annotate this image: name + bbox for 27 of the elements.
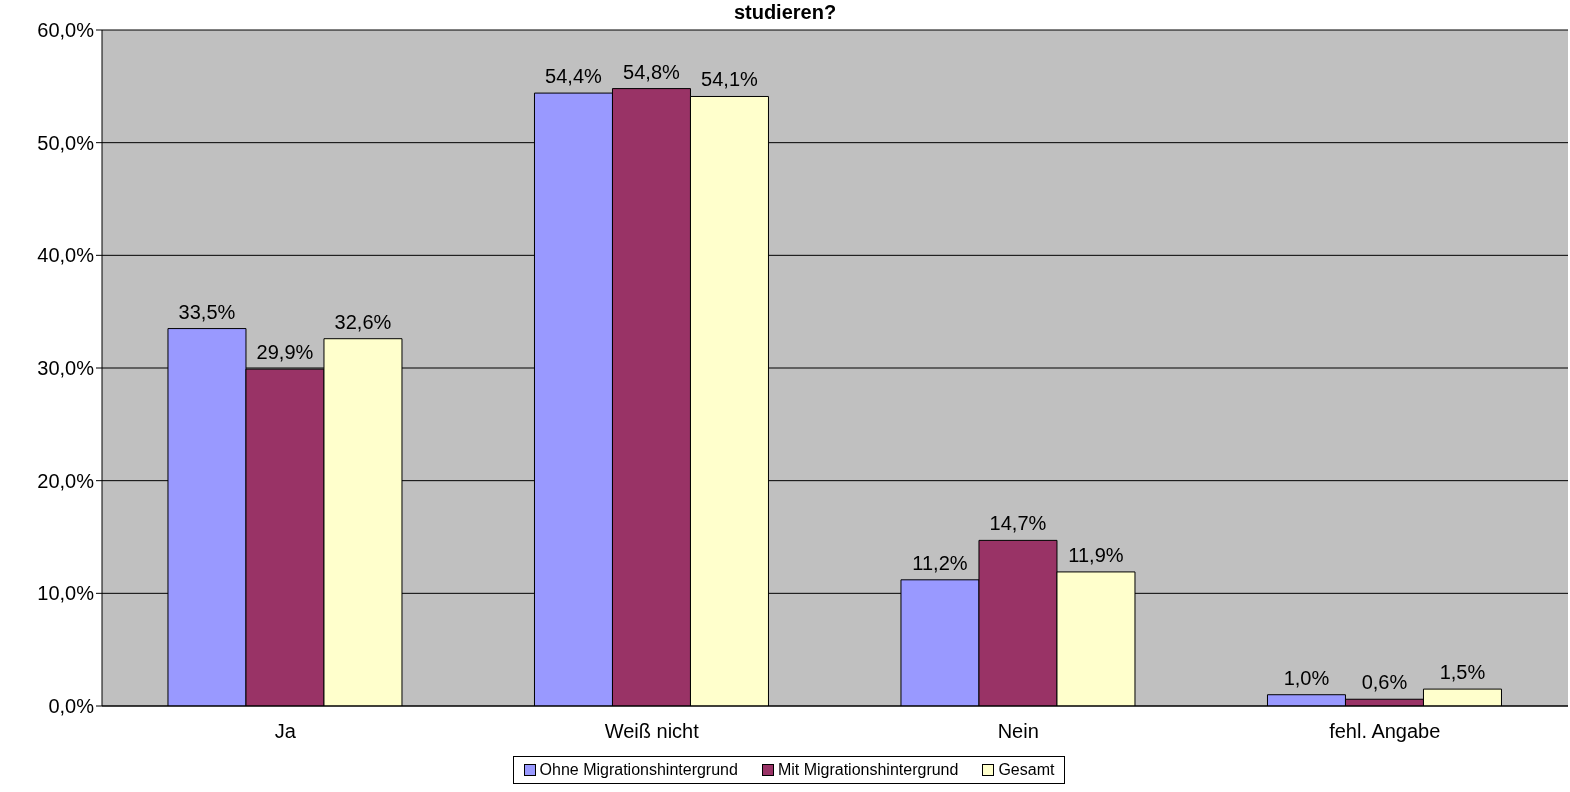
y-tick-label: 40,0% bbox=[37, 244, 95, 267]
y-tick-label: 30,0% bbox=[37, 357, 95, 380]
data-label: 32,6% bbox=[334, 310, 392, 333]
data-label: 29,9% bbox=[256, 341, 314, 364]
data-label: 11,9% bbox=[1068, 543, 1124, 566]
chart-title: studieren? bbox=[733, 1, 837, 23]
data-label: 1,0% bbox=[1283, 666, 1330, 689]
y-tick-label: 20,0% bbox=[37, 469, 95, 492]
x-tick-label: Ja bbox=[274, 720, 297, 743]
x-tick-label: fehl. Angabe bbox=[1329, 720, 1441, 743]
x-tick-label: Weiß nicht bbox=[604, 720, 700, 743]
data-label: 54,8% bbox=[623, 60, 681, 83]
data-label: 54,1% bbox=[701, 68, 759, 91]
data-label: 33,5% bbox=[178, 300, 236, 323]
y-tick-label: 50,0% bbox=[37, 131, 95, 154]
data-label: 1,5% bbox=[1439, 661, 1486, 684]
y-tick-label: 60,0% bbox=[37, 19, 95, 42]
legend-label: Mit Migrationshintergrund bbox=[776, 761, 959, 779]
x-tick-label: Nein bbox=[997, 720, 1039, 743]
data-label: 54,4% bbox=[545, 65, 603, 88]
legend-label: Gesamt bbox=[997, 761, 1055, 779]
y-tick-label: 10,0% bbox=[37, 582, 95, 605]
data-label: 14,7% bbox=[989, 512, 1047, 535]
data-label: 11,2% bbox=[912, 551, 968, 574]
y-tick-label: 0,0% bbox=[48, 695, 95, 718]
data-label: 0,6% bbox=[1361, 671, 1408, 694]
legend-label: Ohne Migrationshintergrund bbox=[538, 761, 738, 779]
